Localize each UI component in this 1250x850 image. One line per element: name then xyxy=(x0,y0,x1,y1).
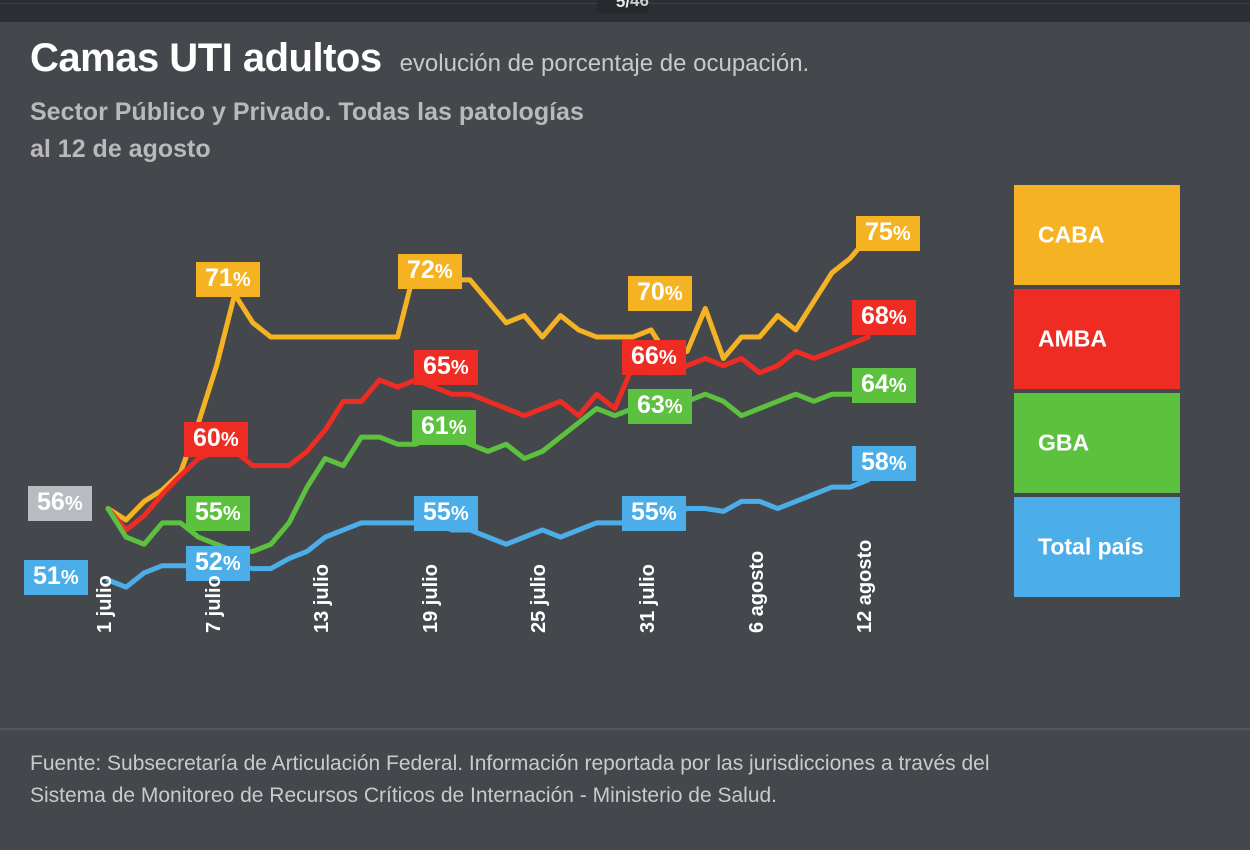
x-axis-label-19-julio: 19 julio xyxy=(419,564,442,633)
value-label-51-total-país-1: 51% xyxy=(24,560,88,595)
partial-counter-text: 46 xyxy=(630,0,649,10)
title-row: Camas UTI adultos evolución de porcentaj… xyxy=(30,36,1030,81)
percent-sign: % xyxy=(434,261,453,283)
legend-item-label: Total país xyxy=(1038,533,1144,560)
value-number: 52 xyxy=(195,548,223,576)
value-number: 75 xyxy=(865,218,893,246)
partial-counter-chip: 5/ xyxy=(597,0,649,13)
value-label-66-amba-11: 66% xyxy=(622,340,686,375)
percent-sign: % xyxy=(64,493,83,515)
percent-sign: % xyxy=(664,283,683,305)
legend-item-label: AMBA xyxy=(1038,325,1107,352)
value-number: 56 xyxy=(37,488,65,516)
footer-divider xyxy=(0,728,1250,730)
page-subtitle-line3: al 12 de agosto xyxy=(30,135,211,163)
value-label-55-total-país-9: 55% xyxy=(414,496,478,531)
percent-sign: % xyxy=(450,357,469,379)
percent-sign: % xyxy=(888,375,907,397)
percent-sign: % xyxy=(448,417,467,439)
value-label-65-amba-7: 65% xyxy=(414,350,478,385)
legend-item-gba[interactable]: GBA xyxy=(1014,393,1180,493)
page-title: Camas UTI adultos xyxy=(30,36,382,80)
x-axis-label-12-agosto: 12 agosto xyxy=(854,539,877,633)
percent-sign: % xyxy=(222,503,241,525)
value-number: 71 xyxy=(205,264,233,292)
value-number: 55 xyxy=(631,498,659,526)
value-label-71-caba-2: 71% xyxy=(196,262,260,297)
value-label-58-total-país-17: 58% xyxy=(852,446,916,481)
value-number: 55 xyxy=(423,498,451,526)
x-axis-label-6-agosto: 6 agosto xyxy=(745,550,768,633)
value-label-56-start-0: 56% xyxy=(28,486,92,521)
value-number: 68 xyxy=(861,302,889,330)
percent-sign: % xyxy=(888,307,907,329)
value-label-55-gba-4: 55% xyxy=(186,496,250,531)
footer-source-note: Fuente: Subsecretaría de Articulación Fe… xyxy=(30,748,1210,811)
percent-sign: % xyxy=(450,503,469,525)
value-number: 66 xyxy=(631,342,659,370)
value-number: 55 xyxy=(195,498,223,526)
legend-item-total-país[interactable]: Total país xyxy=(1014,497,1180,597)
value-label-52-total-país-5: 52% xyxy=(186,546,250,581)
x-axis-label-7-julio: 7 julio xyxy=(202,575,225,633)
value-label-70-caba-10: 70% xyxy=(628,276,692,311)
x-axis-label-13-julio: 13 julio xyxy=(311,564,334,633)
percent-sign: % xyxy=(888,453,907,475)
value-number: 72 xyxy=(407,256,435,284)
value-number: 70 xyxy=(637,278,665,306)
percent-sign: % xyxy=(658,347,677,369)
chart-legend: CABA AMBA GBA Total país xyxy=(1014,185,1180,601)
percent-sign: % xyxy=(222,553,241,575)
footer-line-1: Fuente: Subsecretaría de Articulación Fe… xyxy=(30,752,990,775)
value-number: 65 xyxy=(423,352,451,380)
legend-item-amba[interactable]: AMBA xyxy=(1014,289,1180,389)
value-number: 58 xyxy=(861,448,889,476)
value-number: 61 xyxy=(421,412,449,440)
value-label-61-gba-8: 61% xyxy=(412,410,476,445)
value-number: 64 xyxy=(861,370,889,398)
percent-sign: % xyxy=(664,396,683,418)
x-axis-label-25-julio: 25 julio xyxy=(528,564,551,633)
page-subtitle-line2: Sector Público y Privado. Todas las pato… xyxy=(30,98,584,126)
value-number: 63 xyxy=(637,391,665,419)
value-label-60-amba-3: 60% xyxy=(184,422,248,457)
percent-sign: % xyxy=(220,429,239,451)
header: Camas UTI adultos evolución de porcentaj… xyxy=(30,36,1030,164)
value-number: 60 xyxy=(193,424,221,452)
legend-item-label: GBA xyxy=(1038,429,1090,456)
percent-sign: % xyxy=(892,223,911,245)
legend-item-caba[interactable]: CABA xyxy=(1014,185,1180,285)
value-label-72-caba-6: 72% xyxy=(398,254,462,289)
value-label-63-gba-12: 63% xyxy=(628,389,692,424)
percent-sign: % xyxy=(60,567,79,589)
value-label-75-caba-14: 75% xyxy=(856,216,920,251)
value-number: 51 xyxy=(33,562,61,590)
value-label-55-total-país-13: 55% xyxy=(622,496,686,531)
percent-sign: % xyxy=(232,269,251,291)
percent-sign: % xyxy=(658,503,677,525)
footer-line-2: Sistema de Monitoreo de Recursos Crítico… xyxy=(30,783,778,807)
x-axis-label-1-julio: 1 julio xyxy=(94,575,116,633)
legend-item-label: CABA xyxy=(1038,221,1105,248)
value-label-64-gba-16: 64% xyxy=(852,368,916,403)
page-subtitle-inline: evolución de porcentaje de ocupación. xyxy=(399,50,810,77)
x-axis-label-31-julio: 31 julio xyxy=(637,564,659,633)
value-label-68-amba-15: 68% xyxy=(852,300,916,335)
